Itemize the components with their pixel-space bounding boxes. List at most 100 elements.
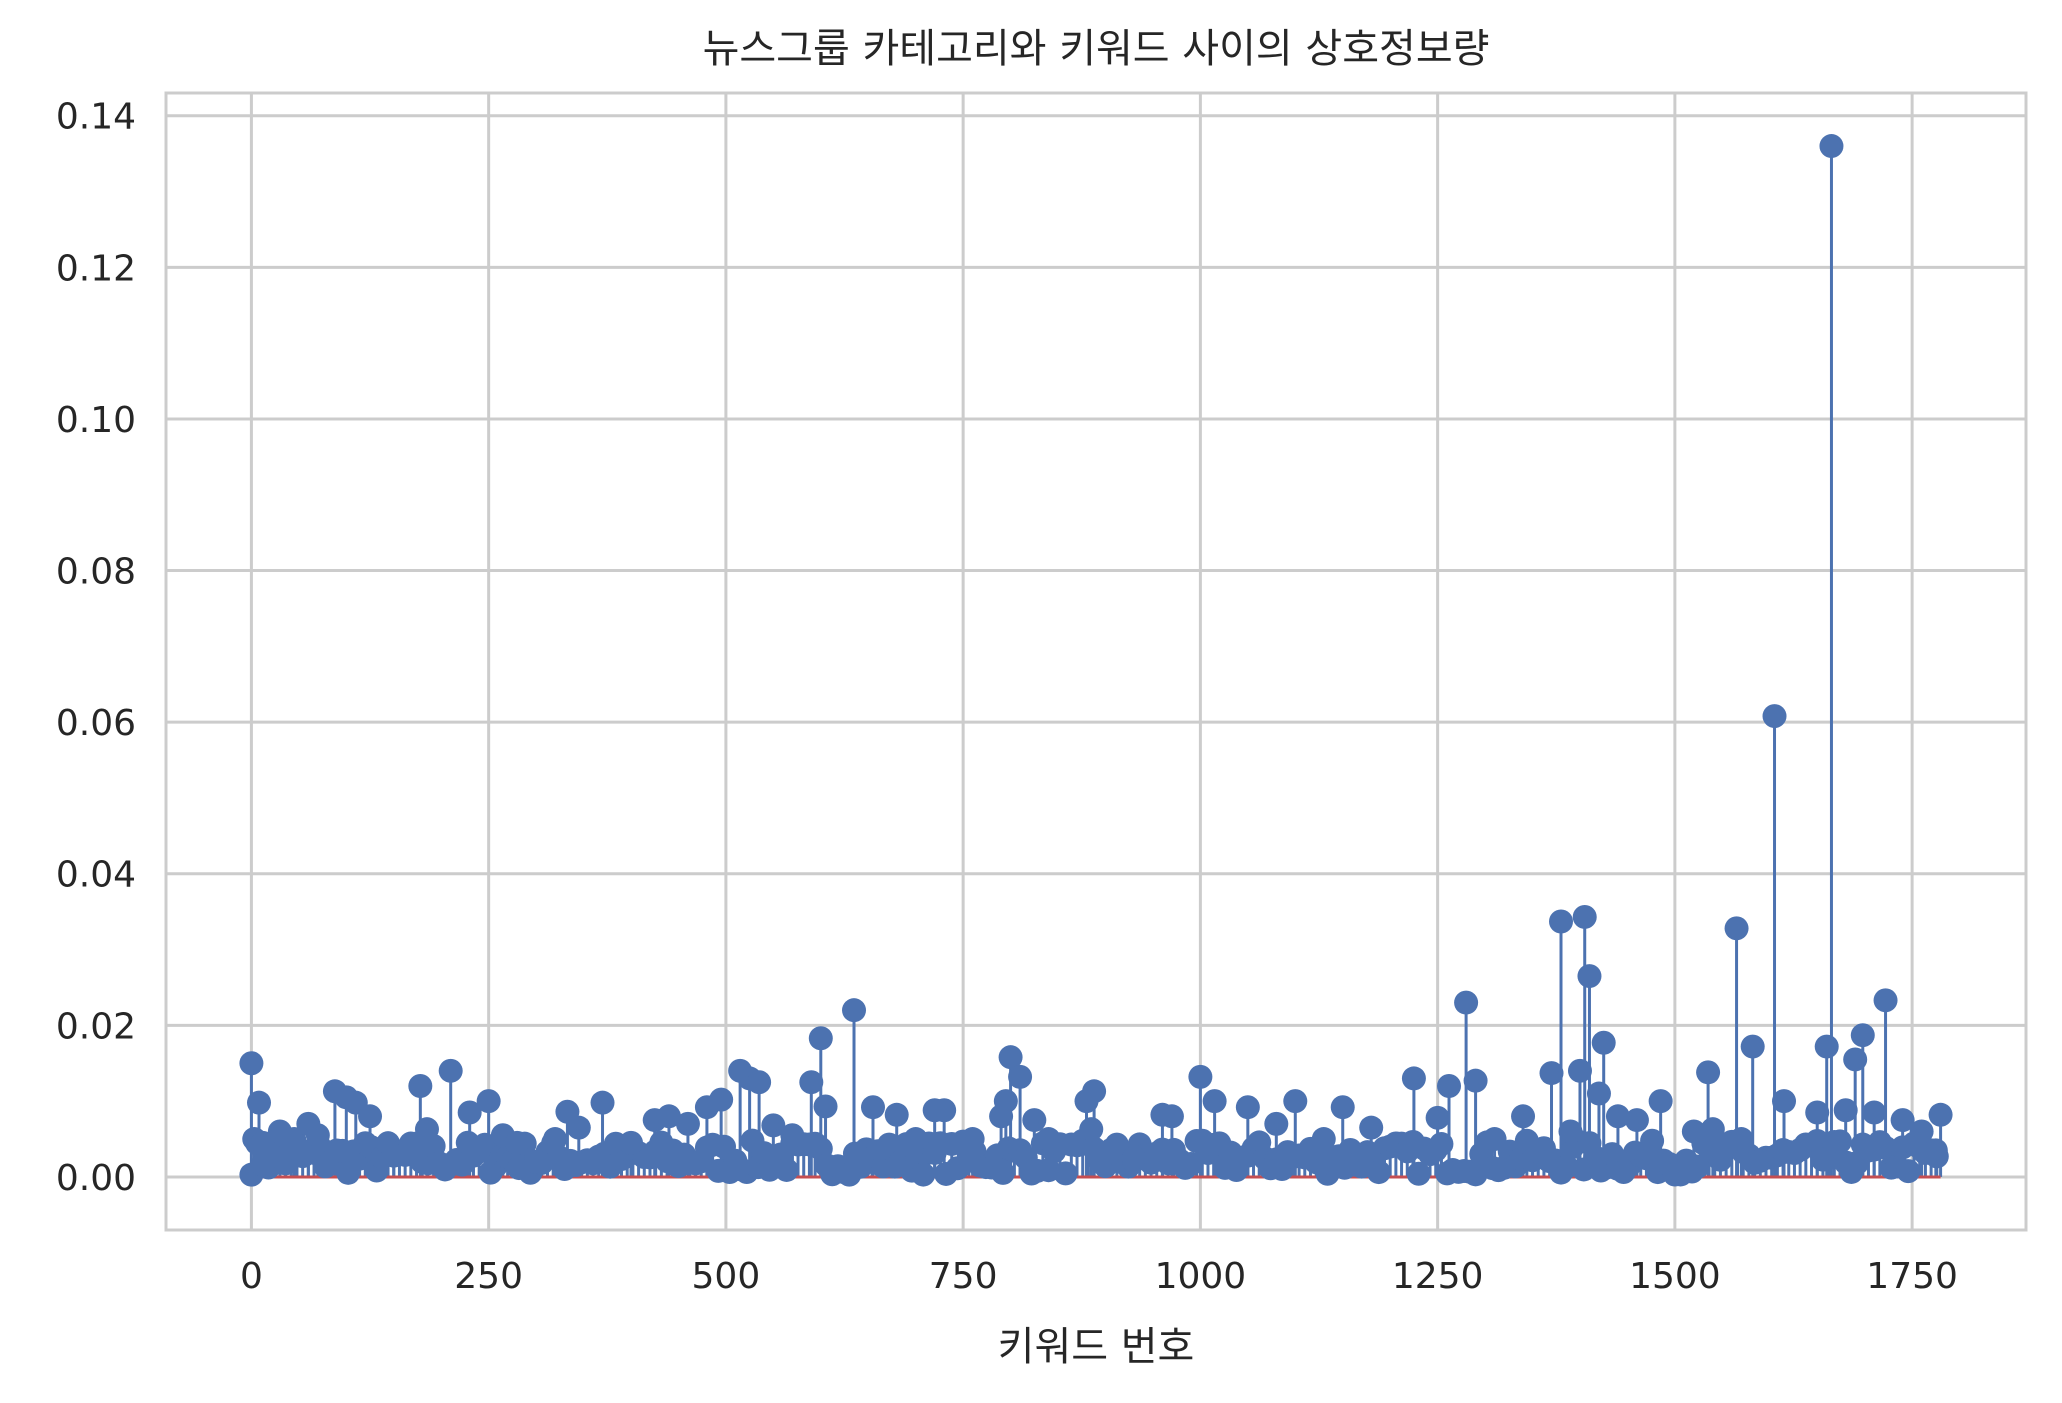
stem-marker [543,1127,568,1152]
stem-marker [1833,1098,1858,1123]
stem-marker [408,1073,433,1098]
stem-marker [1188,1064,1213,1089]
stem-marker [1463,1068,1488,1093]
stem-marker [1235,1095,1260,1120]
stem-marker [709,1087,734,1112]
x-axis-label: 키워드 번호 [998,1324,1195,1370]
x-tick-label: 750 [929,1256,998,1297]
minor-stem-marker [472,1132,497,1157]
stem-marker [239,1051,264,1076]
stem-marker [1283,1089,1308,1114]
stem-marker [619,1130,643,1155]
x-tick-label: 1250 [1392,1256,1484,1297]
stem-marker [998,1045,1023,1070]
y-axis-ticks: 0.00 0.02 0.04 0.06 0.08 0.10 0.12 0.14 [56,97,136,1199]
minor-stem-marker [1178,1152,1203,1177]
stem-marker [813,1094,838,1119]
stem-marker [381,1143,406,1168]
stem-marker [1567,1058,1592,1083]
minor-stem-marker [1053,1161,1078,1186]
stem-marker [1591,1030,1616,1055]
stem-marker [1401,1066,1426,1091]
stem-marker [1928,1102,1953,1127]
stem-marker [524,1149,549,1174]
stem-marker [258,1142,283,1167]
stem-marker [1729,1127,1754,1152]
stem-marker [1437,1073,1462,1098]
x-tick-label: 1000 [1155,1256,1247,1297]
stem-marker [1648,1089,1673,1114]
stem-marker [1482,1127,1507,1152]
y-tick-label: 0.06 [56,703,136,744]
stem-marker [1724,916,1749,941]
stem-marker [414,1117,439,1142]
chart-title: 뉴스그룹 카테고리와 키워드 사이의 상호정보량 [703,26,1490,72]
stem-marker [1605,1104,1630,1129]
stem-marker [1873,988,1898,1013]
stem-marker [656,1104,681,1129]
stem-marker [1762,704,1787,729]
y-tick-label: 0.00 [56,1158,136,1199]
stem-marker [842,998,867,1023]
minor-stem-marker [1685,1154,1710,1179]
stem-marker [1121,1145,1146,1170]
minor-stem-marker [1896,1159,1921,1184]
minor-stem-marker [877,1132,902,1157]
stem-marker [884,1102,909,1127]
stem-marker [247,1090,271,1115]
stem-marker [1696,1060,1721,1085]
stem-marker [438,1058,463,1083]
stem-marker [1843,1047,1868,1072]
stem-markers [239,134,1953,1187]
x-tick-label: 1500 [1629,1256,1721,1297]
minor-stem-marker [1873,1135,1898,1160]
stem-marker [1558,1119,1583,1144]
stem-marker [1923,1138,1948,1163]
stem-marker [1740,1034,1765,1059]
stem-marker [1577,964,1602,989]
stem-marker [1681,1119,1706,1144]
stem-marker [960,1127,985,1152]
stem-marker [1819,134,1844,159]
stem-marker [1093,1142,1118,1167]
stem-marker [761,1113,786,1138]
stem-marker [590,1090,615,1115]
stem-marker [1264,1111,1289,1136]
y-tick-label: 0.10 [56,400,136,441]
stem-marker [1202,1089,1227,1114]
stem-marker [932,1098,957,1123]
stem-marker [1624,1108,1649,1133]
stem-marker [1572,904,1597,929]
x-tick-label: 500 [692,1256,761,1297]
stem-marker [747,1070,772,1095]
stem-marker [1539,1061,1564,1086]
x-tick-label: 1750 [1866,1256,1958,1297]
y-tick-label: 0.08 [56,552,136,593]
stem-marker [808,1026,833,1051]
stem-marker [1008,1064,1033,1089]
stem-marker [1454,990,1479,1015]
stem-marker [1425,1105,1450,1130]
stem-marker [566,1115,591,1140]
stem-marker [476,1089,501,1114]
y-tick-label: 0.02 [56,1006,136,1047]
stem-marker [780,1123,805,1148]
stem-marker [993,1089,1018,1114]
stem-marker [505,1130,530,1155]
stem-marker [1022,1108,1047,1133]
minor-stem-marker [774,1157,799,1182]
stem-marker [1805,1100,1830,1125]
stem-marker [1159,1104,1184,1129]
minor-stem-marker [1429,1132,1454,1157]
stem-marker [1890,1108,1915,1133]
stem-marker [1862,1100,1887,1125]
minor-stem-marker [991,1160,1015,1185]
minor-stem-marker [1640,1128,1665,1153]
stem-marker [1772,1089,1797,1114]
x-axis-ticks: 0 250 500 750 1000 1250 1500 1750 [240,1256,1958,1297]
minor-stem-marker [1366,1160,1391,1185]
y-tick-label: 0.14 [56,97,136,138]
stem-marker [358,1104,383,1129]
stem-marker [1036,1127,1061,1152]
y-tick-label: 0.12 [56,248,136,289]
